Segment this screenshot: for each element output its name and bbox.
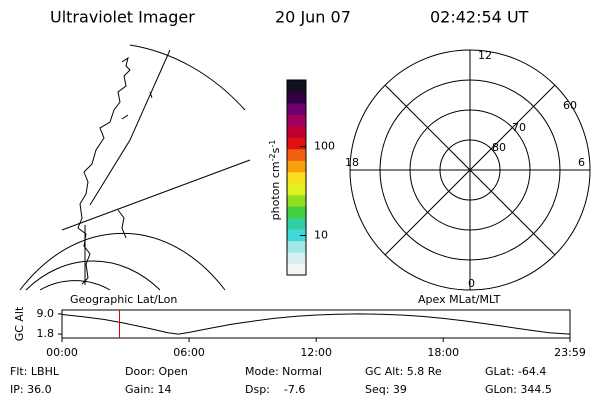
- colorbar-step: [287, 194, 306, 207]
- y-tick-label: 1.8: [37, 327, 55, 340]
- colorbar-label: photon cm-2s-1: [268, 140, 283, 221]
- title: Ultraviolet Imager: [50, 8, 195, 27]
- footer-field: Flt: LBHL: [10, 365, 60, 378]
- gc-alt-curve: [61, 313, 571, 335]
- x-tick-label: 12:00: [300, 346, 332, 359]
- footer-field: GLon: 344.5: [485, 383, 552, 396]
- mlt-lines: [350, 50, 590, 290]
- mlt-label: 12: [478, 49, 492, 62]
- time: 02:42:54 UT: [430, 8, 529, 27]
- colorbar-step: [287, 80, 306, 92]
- footer-field: Door: Open: [125, 365, 188, 378]
- mlt-label: 6: [578, 156, 585, 169]
- footer-field: Dsp: -7.6: [245, 383, 305, 396]
- colorbar-step: [287, 102, 306, 115]
- footer-field: IP: 36.0: [10, 383, 52, 396]
- colorbar-step: [287, 229, 306, 242]
- colorbar-step: [287, 171, 306, 184]
- lat-label: 60: [563, 99, 577, 112]
- date: 20 Jun 07: [275, 8, 351, 27]
- map-label: Geographic Lat/Lon: [70, 293, 177, 306]
- colorbar: 10 100: [286, 79, 335, 276]
- colorbar-step: [287, 125, 306, 138]
- polar-grid: 12 18 6 0 60 70 80 Apex MLat/MLT: [345, 49, 591, 306]
- x-tick-label: 18:00: [427, 346, 459, 359]
- timeline: GC Alt 9.0 1.8 00:00 06:00 12:00 18:00 23:59: [13, 306, 586, 359]
- polar-label: Apex MLat/MLT: [418, 293, 501, 306]
- colorbar-tick-label: 100: [314, 140, 335, 153]
- footer-field: Mode: Normal: [245, 365, 322, 378]
- geographic-map: Geographic Lat/Lon: [19, 44, 251, 306]
- colorbar-step: [287, 91, 306, 104]
- footer-field: Gain: 14: [125, 383, 172, 396]
- colorbar-step: [287, 137, 306, 150]
- mlt-label: 18: [345, 156, 359, 169]
- colorbar-step: [287, 160, 306, 173]
- coastline: [77, 56, 153, 285]
- x-tick-label: 06:00: [173, 346, 205, 359]
- lat-label: 80: [492, 141, 506, 154]
- footer-field: GLat: -64.4: [485, 365, 546, 378]
- y-tick-label: 9.0: [37, 307, 55, 320]
- lon-lines: [61, 49, 251, 285]
- label-part: -2: [268, 153, 277, 161]
- x-tick-label: 00:00: [46, 346, 78, 359]
- timeline-frame: [61, 309, 571, 339]
- colorbar-step: [287, 217, 306, 230]
- colorbar-step: [287, 263, 306, 276]
- footer-field: Seq: 39: [365, 383, 407, 396]
- colorbar-step: [287, 148, 306, 161]
- lat-circles: [19, 44, 246, 291]
- colorbar-tick-label: 10: [314, 229, 328, 242]
- colorbar-frame: [286, 79, 307, 276]
- timeline-ylabel: GC Alt: [13, 306, 26, 341]
- label-part: photon cm: [269, 161, 282, 220]
- footer-field: GC Alt: 5.8 Re: [365, 365, 442, 378]
- lat-label: 70: [512, 121, 526, 134]
- colorbar-step: [287, 240, 306, 253]
- colorbar-step: [287, 206, 306, 219]
- colorbar-step: [287, 183, 306, 196]
- colorbar-step: [287, 114, 306, 127]
- label-part: s: [269, 147, 282, 153]
- footer: Flt: LBHL Door: Open Mode: Normal GC Alt: 5…: [10, 365, 552, 396]
- x-tick-label: 23:59: [554, 346, 586, 359]
- colorbar-step: [287, 252, 306, 265]
- mlt-label: 0: [468, 277, 475, 290]
- label-part: -1: [268, 140, 277, 148]
